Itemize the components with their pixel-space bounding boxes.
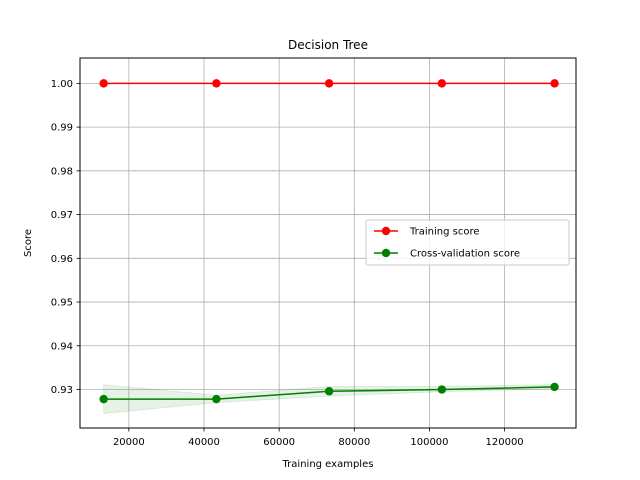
legend-label: Cross-validation score (410, 249, 520, 260)
series-lines (99, 79, 559, 404)
data-point (99, 394, 108, 404)
data-point (550, 79, 559, 88)
data-point (437, 79, 447, 88)
y-tick-label: 0.99 (51, 123, 73, 134)
data-point (324, 387, 334, 396)
x-axis-title: Training examples (282, 459, 374, 470)
y-tick-label: 0.97 (51, 210, 73, 221)
legend-swatch-marker (381, 226, 391, 236)
chart-title: Decision Tree (288, 38, 368, 52)
legend: Training score Cross-validation score (365, 219, 570, 266)
y-tick-label: 0.95 (51, 298, 73, 309)
x-tick-label: 80000 (338, 437, 370, 448)
y-tick-label: 1.00 (51, 79, 73, 90)
data-point (212, 79, 221, 88)
legend-box (365, 219, 570, 266)
x-tick-label: 100000 (410, 437, 448, 448)
y-tick-label: 0.94 (51, 341, 73, 352)
x-tick-label: 120000 (486, 437, 524, 448)
y-axis-ticks: 0.93 0.94 0.95 0.96 0.97 0.98 0.99 1.00 (51, 79, 80, 396)
legend-label: Training score (409, 227, 480, 238)
x-axis-ticks: 20000 40000 60000 80000 100000 120000 (113, 428, 524, 448)
data-point (324, 79, 334, 88)
y-axis-title: Score (23, 229, 34, 257)
data-point (437, 385, 447, 394)
x-tick-label: 40000 (188, 437, 220, 448)
data-point (99, 79, 108, 88)
legend-swatch-marker (381, 248, 391, 258)
y-tick-label: 0.98 (51, 166, 73, 177)
data-point (212, 394, 221, 404)
x-tick-label: 60000 (263, 437, 295, 448)
x-tick-label: 20000 (113, 437, 145, 448)
plot-frame (79, 57, 577, 429)
data-point (550, 382, 559, 392)
y-tick-label: 0.93 (51, 385, 73, 396)
y-tick-label: 0.96 (51, 254, 73, 265)
